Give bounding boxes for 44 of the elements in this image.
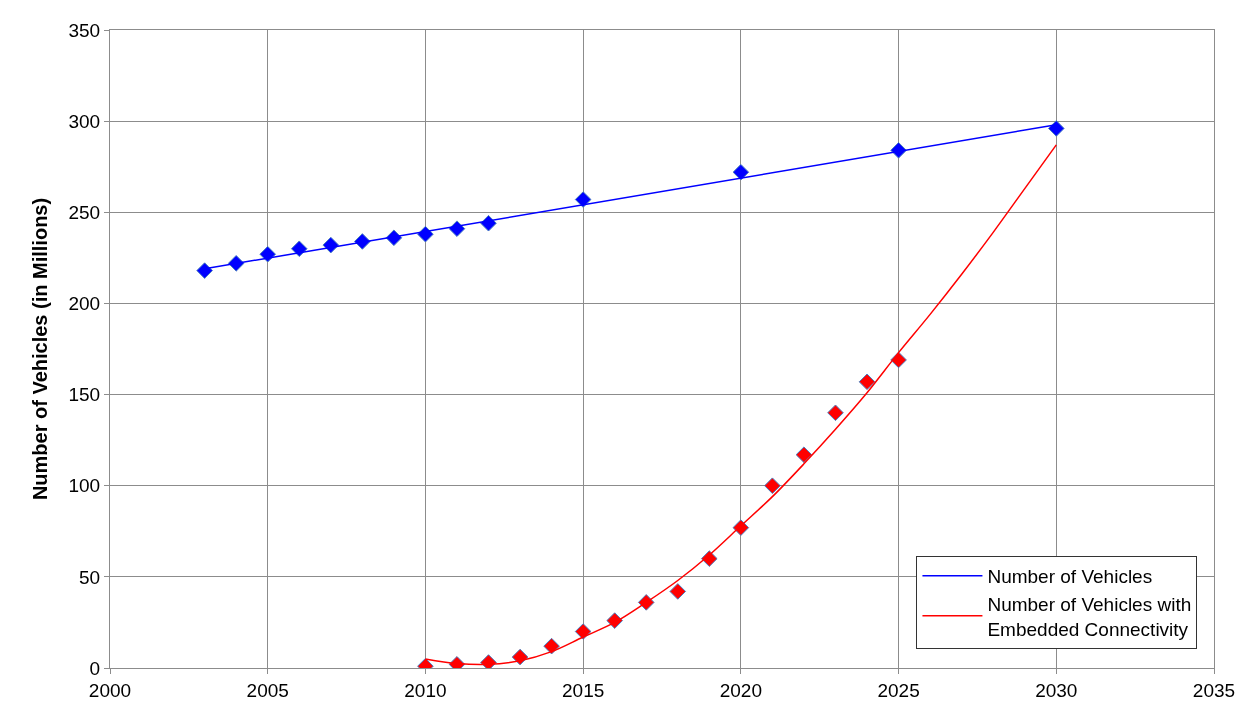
point <box>637 594 655 611</box>
y-tick-label: 350 <box>68 19 101 41</box>
x-tick-label: 2035 <box>1192 679 1236 701</box>
y-tick-label: 50 <box>79 566 101 588</box>
x-tick-label: 2015 <box>562 679 605 701</box>
point <box>480 214 497 232</box>
x-tick-label: 2000 <box>88 679 132 701</box>
legend-label: Number of Vehicles <box>987 566 1153 588</box>
point <box>827 404 844 422</box>
x-tick-label: 2030 <box>1035 679 1078 701</box>
x-tick-label: 2005 <box>246 679 289 701</box>
point <box>858 373 876 391</box>
point <box>543 637 560 655</box>
point <box>1047 120 1065 137</box>
point <box>701 550 718 567</box>
point <box>480 654 497 668</box>
y-tick-label: 300 <box>68 110 101 132</box>
point <box>448 220 466 237</box>
point <box>606 612 623 629</box>
y-tick-label: 250 <box>68 201 101 223</box>
point <box>322 236 340 254</box>
point <box>732 163 750 181</box>
point <box>890 351 907 369</box>
x-tick-label: 2025 <box>877 679 920 701</box>
point <box>259 245 277 263</box>
point <box>227 255 245 272</box>
point <box>196 262 213 279</box>
legend-label: Number of Vehicles with Embedded Connectivity <box>987 593 1192 640</box>
point <box>417 225 434 243</box>
y-axis-title: Number of Vehicles (in Millions) <box>29 197 51 501</box>
x-tick-label: 2010 <box>404 679 447 701</box>
point <box>795 446 813 464</box>
x-tick-label: 2020 <box>719 679 762 701</box>
y-tick-label: 150 <box>68 384 101 406</box>
point <box>290 240 308 258</box>
point <box>669 583 687 600</box>
y-tick-label: 200 <box>68 293 101 315</box>
point <box>385 229 403 247</box>
point <box>764 477 781 495</box>
y-tick-label: 100 <box>68 475 101 497</box>
point <box>732 519 750 536</box>
point <box>574 623 592 640</box>
y-tick-label: 0 <box>89 657 101 679</box>
point <box>574 191 592 208</box>
